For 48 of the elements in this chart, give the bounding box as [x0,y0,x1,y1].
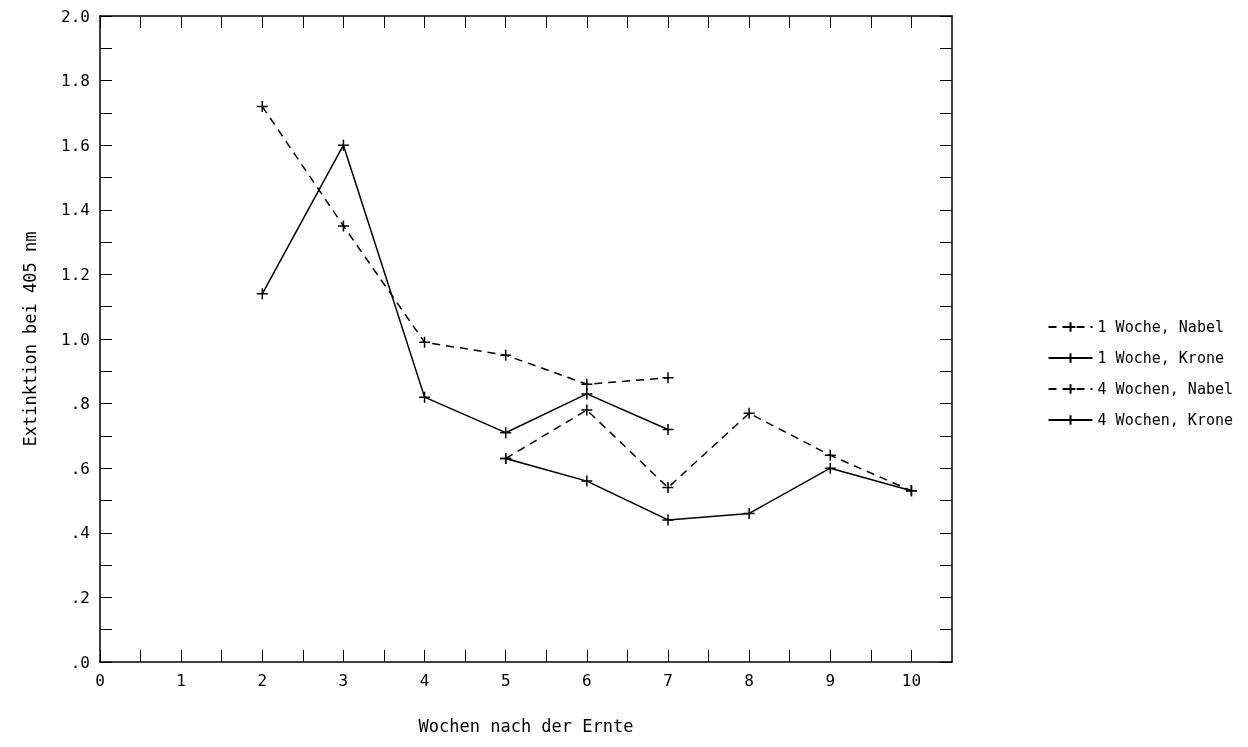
point [661,423,675,436]
point [580,474,594,488]
x-tick-label: 8 [744,670,754,690]
point [418,335,431,349]
x-tick-label: 5 [500,670,511,690]
point [742,507,756,520]
y-tick-label: 1.2 [61,264,90,284]
point [499,426,512,439]
legend-label: 4 Wochen, Krone [1097,411,1234,429]
x-tick-label: 7 [663,670,673,690]
x-tick-label: 6 [582,670,592,690]
legend-label: 1 Woche, Krone [1097,349,1224,367]
point [824,461,837,475]
point [418,390,431,404]
y-tick-label: .0 [70,652,90,672]
point [256,287,269,301]
y-tick-label: .6 [70,458,90,478]
point [337,219,350,233]
legend-label: 1 Woche, Nabel [1097,318,1224,336]
y-tick-label: .2 [70,587,90,607]
point [499,348,512,362]
x-tick-label: 1 [176,670,186,690]
y-tick-label: .8 [70,394,90,414]
point [337,138,350,152]
y-tick-label: .4 [70,523,90,543]
point [661,481,675,494]
point [824,449,837,462]
point [661,371,675,385]
y-tick-label: 1.0 [61,329,90,349]
y-axis-title: Extinktion bei 405 nm [19,231,40,447]
legend-label: 4 Wochen, Nabel [1097,380,1234,398]
x-tick-label: 9 [825,670,836,690]
point [661,513,675,527]
point [256,100,269,113]
point [742,407,756,420]
point [580,403,594,417]
x-tick-label: 2 [257,670,268,690]
y-tick-label: 2.0 [61,6,90,26]
point [580,387,594,401]
x-tick-label: 10 [901,670,922,690]
point [580,377,594,391]
y-tick-label: 1.8 [61,71,90,91]
x-tick-label: 3 [338,670,349,690]
y-tick-label: 1.6 [61,135,90,155]
x-axis-title: Wochen nach der Ernte [418,715,634,736]
x-tick-label: 4 [419,670,430,690]
y-tick-label: 1.4 [61,200,90,220]
x-tick-label: 0 [95,670,105,690]
